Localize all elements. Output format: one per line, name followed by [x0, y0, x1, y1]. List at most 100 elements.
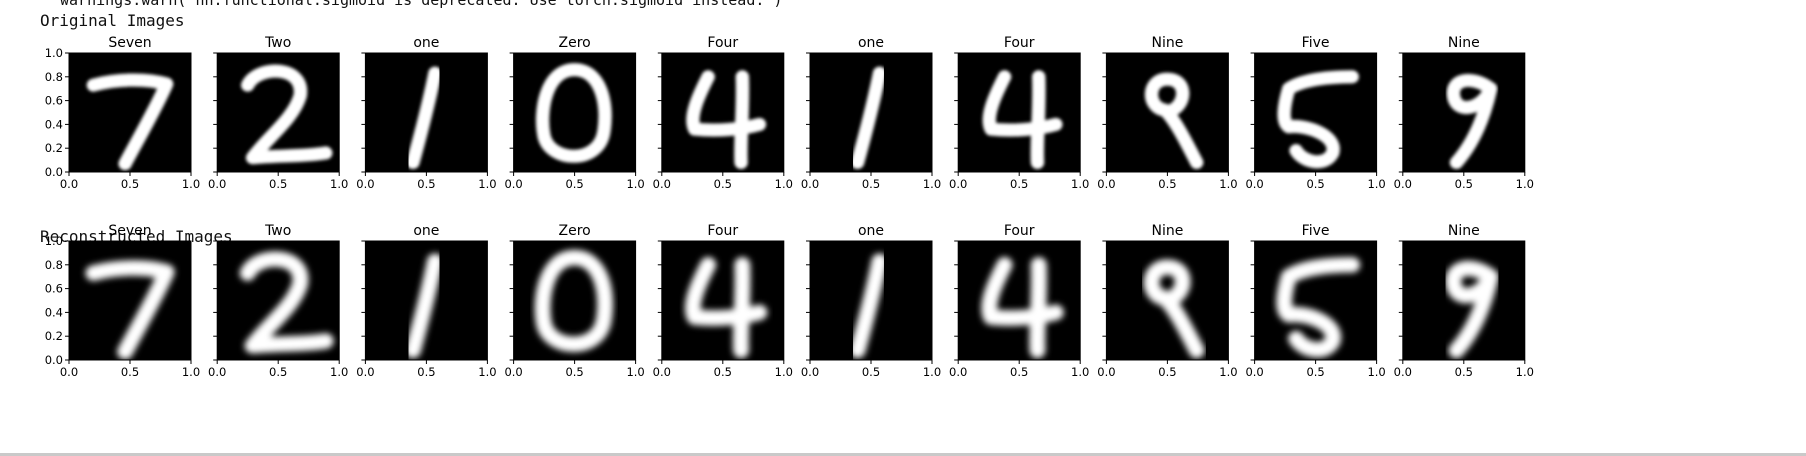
digit-image	[1254, 53, 1377, 172]
digit-panel: one 0.0 0.5 1.0	[801, 223, 941, 379]
y-tick-label: 1.0	[45, 234, 63, 248]
x-tick-label: 0.5	[1306, 365, 1324, 379]
x-tick-label: 1.0	[775, 177, 793, 191]
digit-panel: Zero 0.0 0.5 1.0	[504, 223, 644, 379]
panel-title: Zero	[558, 223, 590, 239]
x-tick-label: 1.0	[478, 365, 496, 379]
panel-title: Nine	[1448, 223, 1480, 239]
panel-title: one	[858, 223, 884, 239]
digit-image	[958, 53, 1081, 172]
digit-stroke	[535, 63, 612, 163]
digit-panel: Zero 0.0 0.5 1.0	[504, 35, 644, 191]
x-tick-label: 0.5	[417, 365, 435, 379]
digit-stroke	[1276, 257, 1361, 358]
x-tick-label: 1.0	[923, 365, 941, 379]
x-tick-label: 1.0	[330, 365, 348, 379]
x-tick-label: 0.0	[1097, 177, 1115, 191]
digit-panel: one 0.0 0.5 1.0	[801, 35, 941, 191]
y-tick-label: 0.8	[45, 70, 63, 84]
panel-title: Nine	[1151, 35, 1183, 51]
digit-panel: Nine 0.0 0.5 1.0	[1097, 223, 1237, 379]
x-tick-label: 0.0	[653, 177, 671, 191]
x-tick-label: 0.5	[1455, 365, 1473, 379]
x-tick-label: 1.0	[1071, 365, 1089, 379]
x-tick-label: 1.0	[330, 177, 348, 191]
x-tick-label: 0.0	[356, 177, 374, 191]
x-tick-label: 0.5	[121, 365, 139, 379]
cell-bottom-border	[0, 453, 1806, 456]
x-tick-label: 0.5	[417, 177, 435, 191]
x-tick-label: 1.0	[478, 177, 496, 191]
digit-panel: Four 0.0 0.5 1.0	[653, 223, 793, 379]
digit-stroke	[1446, 73, 1498, 170]
x-tick-label: 0.5	[1158, 177, 1176, 191]
x-tick-label: 0.5	[565, 177, 583, 191]
x-tick-label: 0.5	[1010, 365, 1028, 379]
digit-panel: Two 0.0 0.5 1.0	[208, 223, 348, 379]
x-tick-label: 1.0	[1516, 365, 1534, 379]
digit-panel: Four 0.0 0.5 1.0	[949, 223, 1089, 379]
x-tick-label: 1.0	[1071, 177, 1089, 191]
digit-image	[661, 53, 784, 172]
digit-panel: one 0.0 0.5 1.0	[356, 35, 496, 191]
x-tick-label: 0.5	[1455, 177, 1473, 191]
digit-stroke	[1445, 260, 1499, 359]
x-tick-label: 0.0	[504, 365, 522, 379]
y-tick-label: 0.8	[45, 258, 63, 272]
digit-image	[661, 241, 784, 360]
warning-message: warnings.warn("nn.functional.sigmoid is …	[60, 0, 783, 9]
x-tick-label: 1.0	[182, 177, 200, 191]
digit-panel: Two 0.0 0.5 1.0	[208, 35, 348, 191]
x-tick-label: 1.0	[182, 365, 200, 379]
digit-stroke	[981, 257, 1064, 359]
panel-title: Two	[264, 35, 291, 51]
panel-title: Five	[1302, 35, 1330, 51]
x-tick-label: 0.5	[269, 177, 287, 191]
x-tick-label: 0.5	[269, 365, 287, 379]
x-tick-label: 0.5	[121, 177, 139, 191]
x-tick-label: 0.0	[1394, 177, 1412, 191]
digit-stroke	[1143, 259, 1205, 359]
x-tick-label: 0.5	[565, 365, 583, 379]
x-tick-label: 0.0	[801, 177, 819, 191]
x-tick-label: 1.0	[923, 177, 941, 191]
digit-stroke	[405, 253, 443, 359]
digit-panel: Four 0.0 0.5 1.0	[653, 35, 793, 191]
panel-title: Two	[264, 223, 291, 239]
x-tick-label: 0.0	[949, 177, 967, 191]
x-tick-label: 0.0	[1097, 365, 1115, 379]
digit-panel: Four 0.0 0.5 1.0	[949, 35, 1089, 191]
digit-panel: one 0.0 0.5 1.0	[356, 223, 496, 379]
panel-title: one	[413, 35, 439, 51]
x-tick-label: 0.0	[504, 177, 522, 191]
digit-stroke	[684, 257, 768, 359]
x-tick-label: 0.0	[801, 365, 819, 379]
y-tick-label: 0.6	[45, 282, 63, 296]
digit-stroke	[240, 64, 333, 165]
digit-stroke	[406, 66, 442, 170]
y-tick-label: 0.6	[45, 94, 63, 108]
digit-stroke	[686, 70, 767, 170]
panel-title: Five	[1302, 223, 1330, 239]
digit-stroke	[982, 70, 1063, 170]
x-tick-label: 0.5	[714, 177, 732, 191]
y-tick-label: 0.0	[45, 165, 63, 179]
digit-image	[958, 241, 1081, 360]
x-tick-label: 0.0	[653, 365, 671, 379]
x-tick-label: 0.5	[714, 365, 732, 379]
panel-title: one	[858, 35, 884, 51]
x-tick-label: 1.0	[1516, 177, 1534, 191]
x-tick-label: 1.0	[1219, 365, 1237, 379]
original-images-heading: Original Images	[40, 11, 185, 30]
x-tick-label: 0.5	[1158, 365, 1176, 379]
x-tick-label: 1.0	[1219, 177, 1237, 191]
y-tick-label: 0.2	[45, 141, 63, 155]
x-tick-label: 0.5	[1306, 177, 1324, 191]
x-tick-label: 0.5	[1010, 177, 1028, 191]
digit-stroke	[849, 253, 888, 359]
digit-stroke	[86, 73, 174, 171]
digit-panel: Seven 0.0 0.5 1.0 0.0 0.2 0.4 0.6 0.8 1.0	[45, 35, 200, 191]
digit-panel: Seven 0.0 0.5 1.0 0.0 0.2 0.4 0.6 0.8 1.0	[45, 223, 200, 379]
digit-stroke	[850, 66, 887, 170]
panel-title: Four	[707, 223, 738, 239]
